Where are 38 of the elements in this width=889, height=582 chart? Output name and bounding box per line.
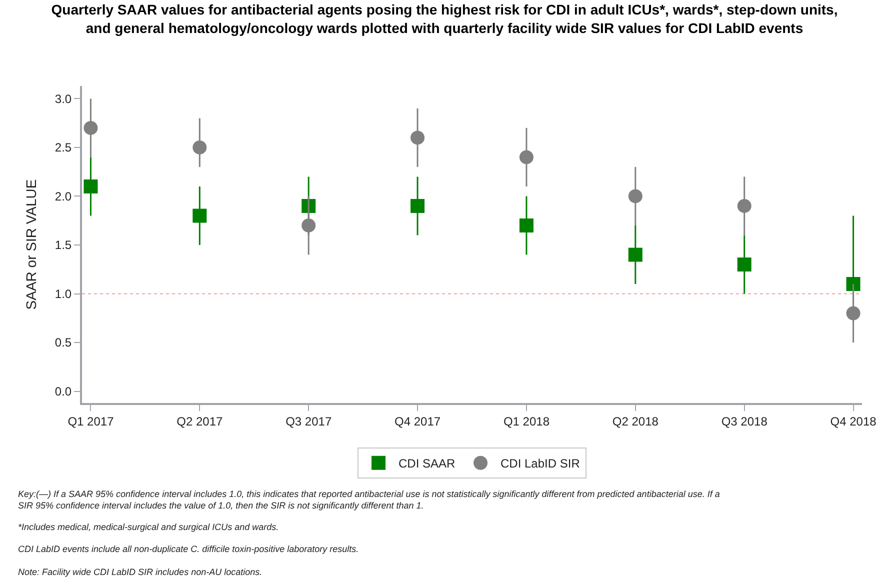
chart-title: Quarterly SAAR values for antibacterial agents posing the highest risk for CDI in adult ICUs*, wards*, step-down units, and general hematology/oncology wards plotted with quarterly facility wide SIR values for CDI LabID events [51,2,838,36]
x-tick-label: Q4 2018 [830,414,877,428]
x-tick-label: Q1 2018 [503,414,550,428]
y-tick-label: 1.5 [54,238,72,252]
legend-label: CDI SAAR [398,456,456,471]
x-tick-label: Q3 2018 [721,414,768,428]
point [519,150,534,164]
text: Key:(—) If a SAAR 95% confidence interval includes 1.0, this indicates that reported antibacterial use is not statistically significantly different from predicted antibacterial use. If a SIR 95% confidence interval includes the value of 1.0, then the SIR is not significantly different than 1. [18,489,720,511]
y-tick-label: 2.0 [54,189,72,204]
point [192,140,207,154]
text: CDI LabID events include all non-duplicate C. difficile toxin-positive laboratory results. [18,544,359,554]
point [628,189,642,204]
y-tick-label: 2.5 [54,140,72,155]
y-axis-title: SAAR or SIR VALUE [23,179,40,310]
text: *Includes medical, medical-surgical and surgical ICUs and wards. [18,522,279,532]
point [846,306,860,320]
point [302,218,316,232]
x-tick-label: Q4 2017 [394,414,441,428]
x-tick-label: Q1 2017 [68,414,114,428]
y-tick-label: 0.0 [54,384,72,398]
point [84,179,98,194]
y-tick-label: 3.0 [54,92,72,106]
legend-label: CDI LabID SIR [500,456,580,471]
x-tick-label: Q2 2018 [612,414,659,428]
y-tick-label: 1.0 [54,286,72,301]
point [410,130,425,145]
point [519,218,534,232]
point [846,277,860,291]
x-tick-label: Q2 2017 [176,414,223,428]
point [737,198,752,213]
point [84,120,98,135]
point [628,248,642,262]
x-tick-label: Q3 2017 [286,414,332,428]
point [192,208,207,223]
text: Note: Facility wide CDI LabID SIR includes non-AU locations. [18,567,262,577]
y-tick-label: 0.5 [54,336,72,350]
point [410,198,425,213]
point [737,258,752,272]
